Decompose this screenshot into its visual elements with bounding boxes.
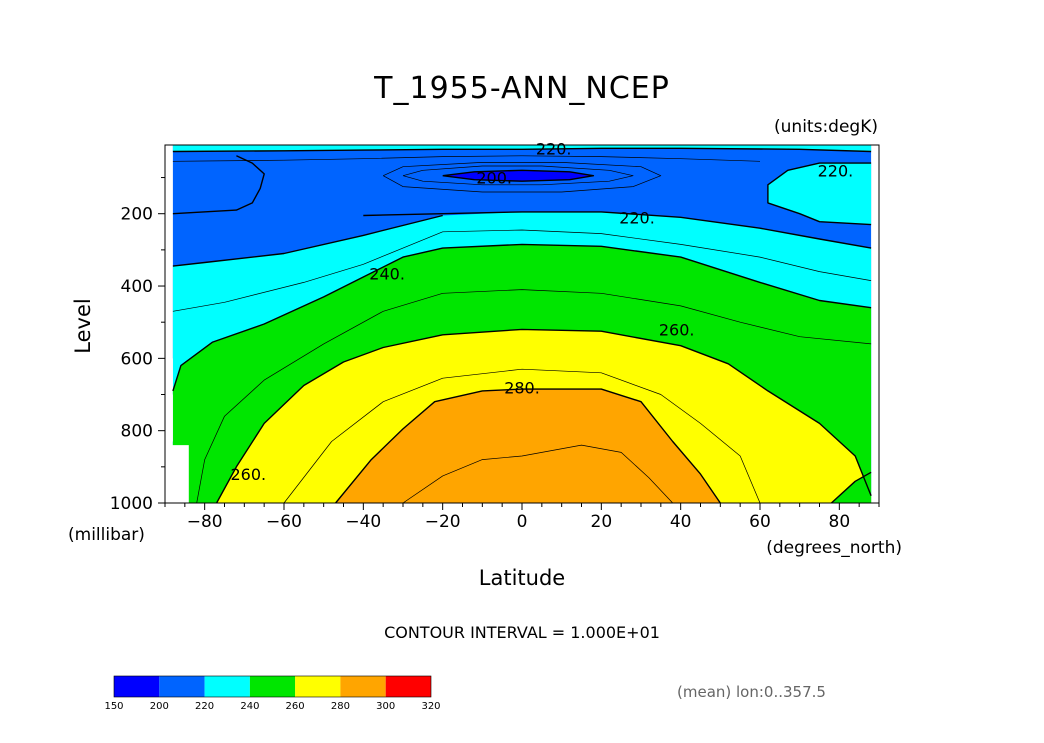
contour-region-9 [335, 389, 721, 503]
contour-labels: 220. 200. 220. 220. 240. 260. 280. 260. [230, 140, 853, 485]
colorbar-label-4: 240 [240, 701, 259, 712]
contour-label-8: 260. [230, 465, 266, 484]
missing-data-region-3 [165, 445, 189, 503]
colorbar-label-7: 300 [376, 701, 395, 712]
contour-region-4 [767, 163, 872, 225]
contour-region-8 [831, 472, 872, 503]
contour-lines [172, 147, 872, 504]
contour-line-2 [172, 155, 761, 162]
x-tick-label-1: −80 [187, 512, 223, 532]
y-tick-label-1: 200 [121, 205, 153, 225]
colorbar-swatch-2 [159, 676, 205, 697]
contour-line-6 [172, 155, 265, 215]
x-tick-label-9: 80 [829, 512, 851, 532]
contour-line-1 [172, 147, 872, 153]
colorbar-swatch-1 [114, 676, 160, 697]
x-tick-label-3: −40 [345, 512, 381, 532]
missing-data-region-1 [165, 358, 173, 391]
contour-line-4 [383, 162, 662, 193]
y-tick-label-4: 800 [121, 422, 153, 442]
colorbar-label-3: 220 [195, 701, 214, 712]
contour-label-4: 220. [619, 208, 655, 227]
contour-label-5: 240. [369, 264, 405, 283]
contour-region-5 [442, 170, 594, 182]
colorbar-swatch-4 [249, 676, 296, 697]
contour-label-6: 260. [659, 320, 695, 339]
contour-line-13 [215, 328, 872, 504]
colorbar-label-5: 260 [286, 701, 305, 712]
contour-line-12 [196, 289, 872, 504]
mean-longitude-text: (mean) lon:0..357.5 [677, 683, 826, 701]
x-tick-label-7: 40 [670, 512, 692, 532]
y-axis-units: (millibar) [68, 525, 145, 545]
contour-line-11 [172, 243, 872, 392]
x-axis-label: Latitude [479, 566, 565, 590]
colorbar-swatch-6 [340, 676, 386, 697]
colorbar: 150 200 220 240 260 280 300 320 [104, 675, 441, 712]
contour-line-9 [172, 214, 443, 267]
missing-data-region-2 [165, 394, 173, 442]
contour-line-7 [363, 211, 872, 249]
contour-line-14 [283, 368, 761, 504]
axis-ticks: −80 −60 −40 −20 0 20 40 60 80 200 400 600 800 1000 [110, 177, 880, 532]
contour-label-3: 220. [818, 161, 854, 180]
filled-regions [172, 145, 872, 503]
contour-line-10 [172, 229, 872, 312]
contour-line-5 [442, 169, 595, 182]
contour-line-3 [402, 165, 634, 186]
y-tick-label-5: 1000 [110, 494, 153, 514]
colorbar-frame [113, 675, 432, 698]
y-axis-label: Level [71, 298, 95, 353]
colorbar-label-8: 320 [421, 701, 440, 712]
chart-title: T_1955-ANN_NCEP [373, 71, 670, 106]
contour-line-17 [830, 471, 872, 504]
x-axis-units: (degrees_north) [766, 538, 902, 558]
colorbar-swatch-5 [295, 676, 341, 697]
y-tick-label-2: 400 [121, 277, 153, 297]
x-tick-label-2: −60 [266, 512, 302, 532]
contour-line-8 [767, 162, 872, 226]
x-tick-label-4: −20 [425, 512, 461, 532]
colorbar-label-6: 280 [331, 701, 350, 712]
contour-line-16 [402, 444, 673, 504]
colorbar-swatch-3 [204, 676, 250, 697]
contour-label-7: 280. [504, 378, 540, 397]
x-tick-label-6: 20 [591, 512, 613, 532]
colorbar-label-2: 200 [150, 701, 169, 712]
x-tick-label-5: 0 [517, 512, 528, 532]
contour-label-1: 220. [536, 140, 572, 159]
contour-interval-text: CONTOUR INTERVAL = 1.000E+01 [384, 623, 660, 642]
colorbar-label-1: 150 [104, 701, 123, 712]
units-label: (units:degK) [774, 117, 878, 137]
missing-data-regions [165, 358, 189, 503]
y-tick-label-3: 600 [121, 349, 153, 369]
contour-label-2: 200. [476, 169, 512, 188]
contour-line-15 [335, 388, 721, 504]
x-tick-label-8: 60 [749, 512, 771, 532]
colorbar-swatch-7 [385, 676, 431, 697]
